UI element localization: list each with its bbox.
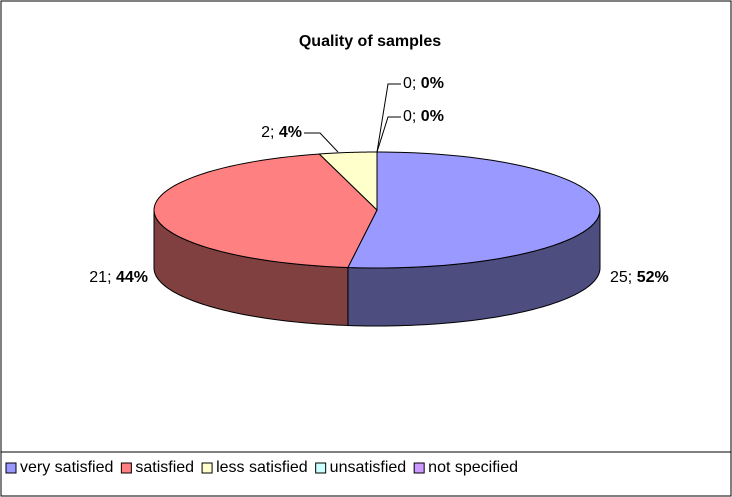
legend-swatch bbox=[120, 462, 132, 474]
label-percent: 0% bbox=[421, 75, 444, 92]
label-separator: ; bbox=[412, 108, 421, 125]
data-label: 0; 0% bbox=[403, 75, 444, 92]
label-count: 0 bbox=[403, 75, 412, 92]
leader-line bbox=[376, 83, 401, 153]
pie bbox=[153, 151, 601, 327]
legend-swatch bbox=[5, 462, 17, 474]
label-count: 0 bbox=[403, 108, 412, 125]
slice bbox=[318, 151, 378, 212]
legend-label: satisfied bbox=[135, 459, 194, 476]
label-separator: ; bbox=[107, 269, 116, 286]
label-percent: 44% bbox=[116, 269, 148, 286]
legend-label: unsatisfied bbox=[330, 459, 407, 476]
legend-swatch bbox=[201, 462, 213, 474]
label-percent: 4% bbox=[279, 124, 302, 141]
legend-label: less satisfied bbox=[216, 459, 308, 476]
label-count: 21 bbox=[89, 269, 107, 286]
label-percent: 0% bbox=[421, 108, 444, 125]
leader-line bbox=[376, 116, 401, 153]
label-separator: ; bbox=[412, 75, 421, 92]
legend-label: very satisfied bbox=[20, 459, 113, 476]
label-separator: ; bbox=[270, 124, 279, 141]
slice bbox=[153, 153, 378, 269]
leader-line bbox=[304, 132, 339, 153]
data-label: 25; 52% bbox=[610, 269, 669, 286]
label-percent: 52% bbox=[637, 269, 669, 286]
chart-title: Quality of samples bbox=[299, 33, 441, 50]
legend-swatch bbox=[413, 462, 425, 474]
data-label: 2; 4% bbox=[261, 124, 302, 141]
data-label: 0; 0% bbox=[403, 108, 444, 125]
legend-label: not specified bbox=[428, 459, 518, 476]
label-count: 25 bbox=[610, 269, 628, 286]
label-count: 2 bbox=[261, 124, 270, 141]
slice bbox=[347, 151, 601, 269]
data-label: 21; 44% bbox=[89, 269, 148, 286]
legend-swatch bbox=[315, 462, 327, 474]
label-separator: ; bbox=[628, 269, 637, 286]
